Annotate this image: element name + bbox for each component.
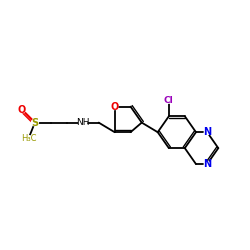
Text: S: S	[31, 118, 38, 128]
Text: H₃C: H₃C	[21, 134, 36, 143]
Ellipse shape	[204, 130, 210, 135]
Text: Cl: Cl	[164, 96, 174, 105]
Ellipse shape	[165, 98, 173, 103]
Text: NH: NH	[76, 118, 90, 127]
Ellipse shape	[24, 136, 33, 141]
Text: N: N	[203, 127, 211, 137]
Text: O: O	[110, 102, 119, 112]
Ellipse shape	[112, 104, 118, 110]
Ellipse shape	[19, 107, 25, 113]
Text: N: N	[203, 159, 211, 169]
Ellipse shape	[204, 162, 210, 167]
Ellipse shape	[79, 120, 87, 126]
Text: O: O	[18, 105, 26, 115]
Ellipse shape	[31, 120, 38, 126]
